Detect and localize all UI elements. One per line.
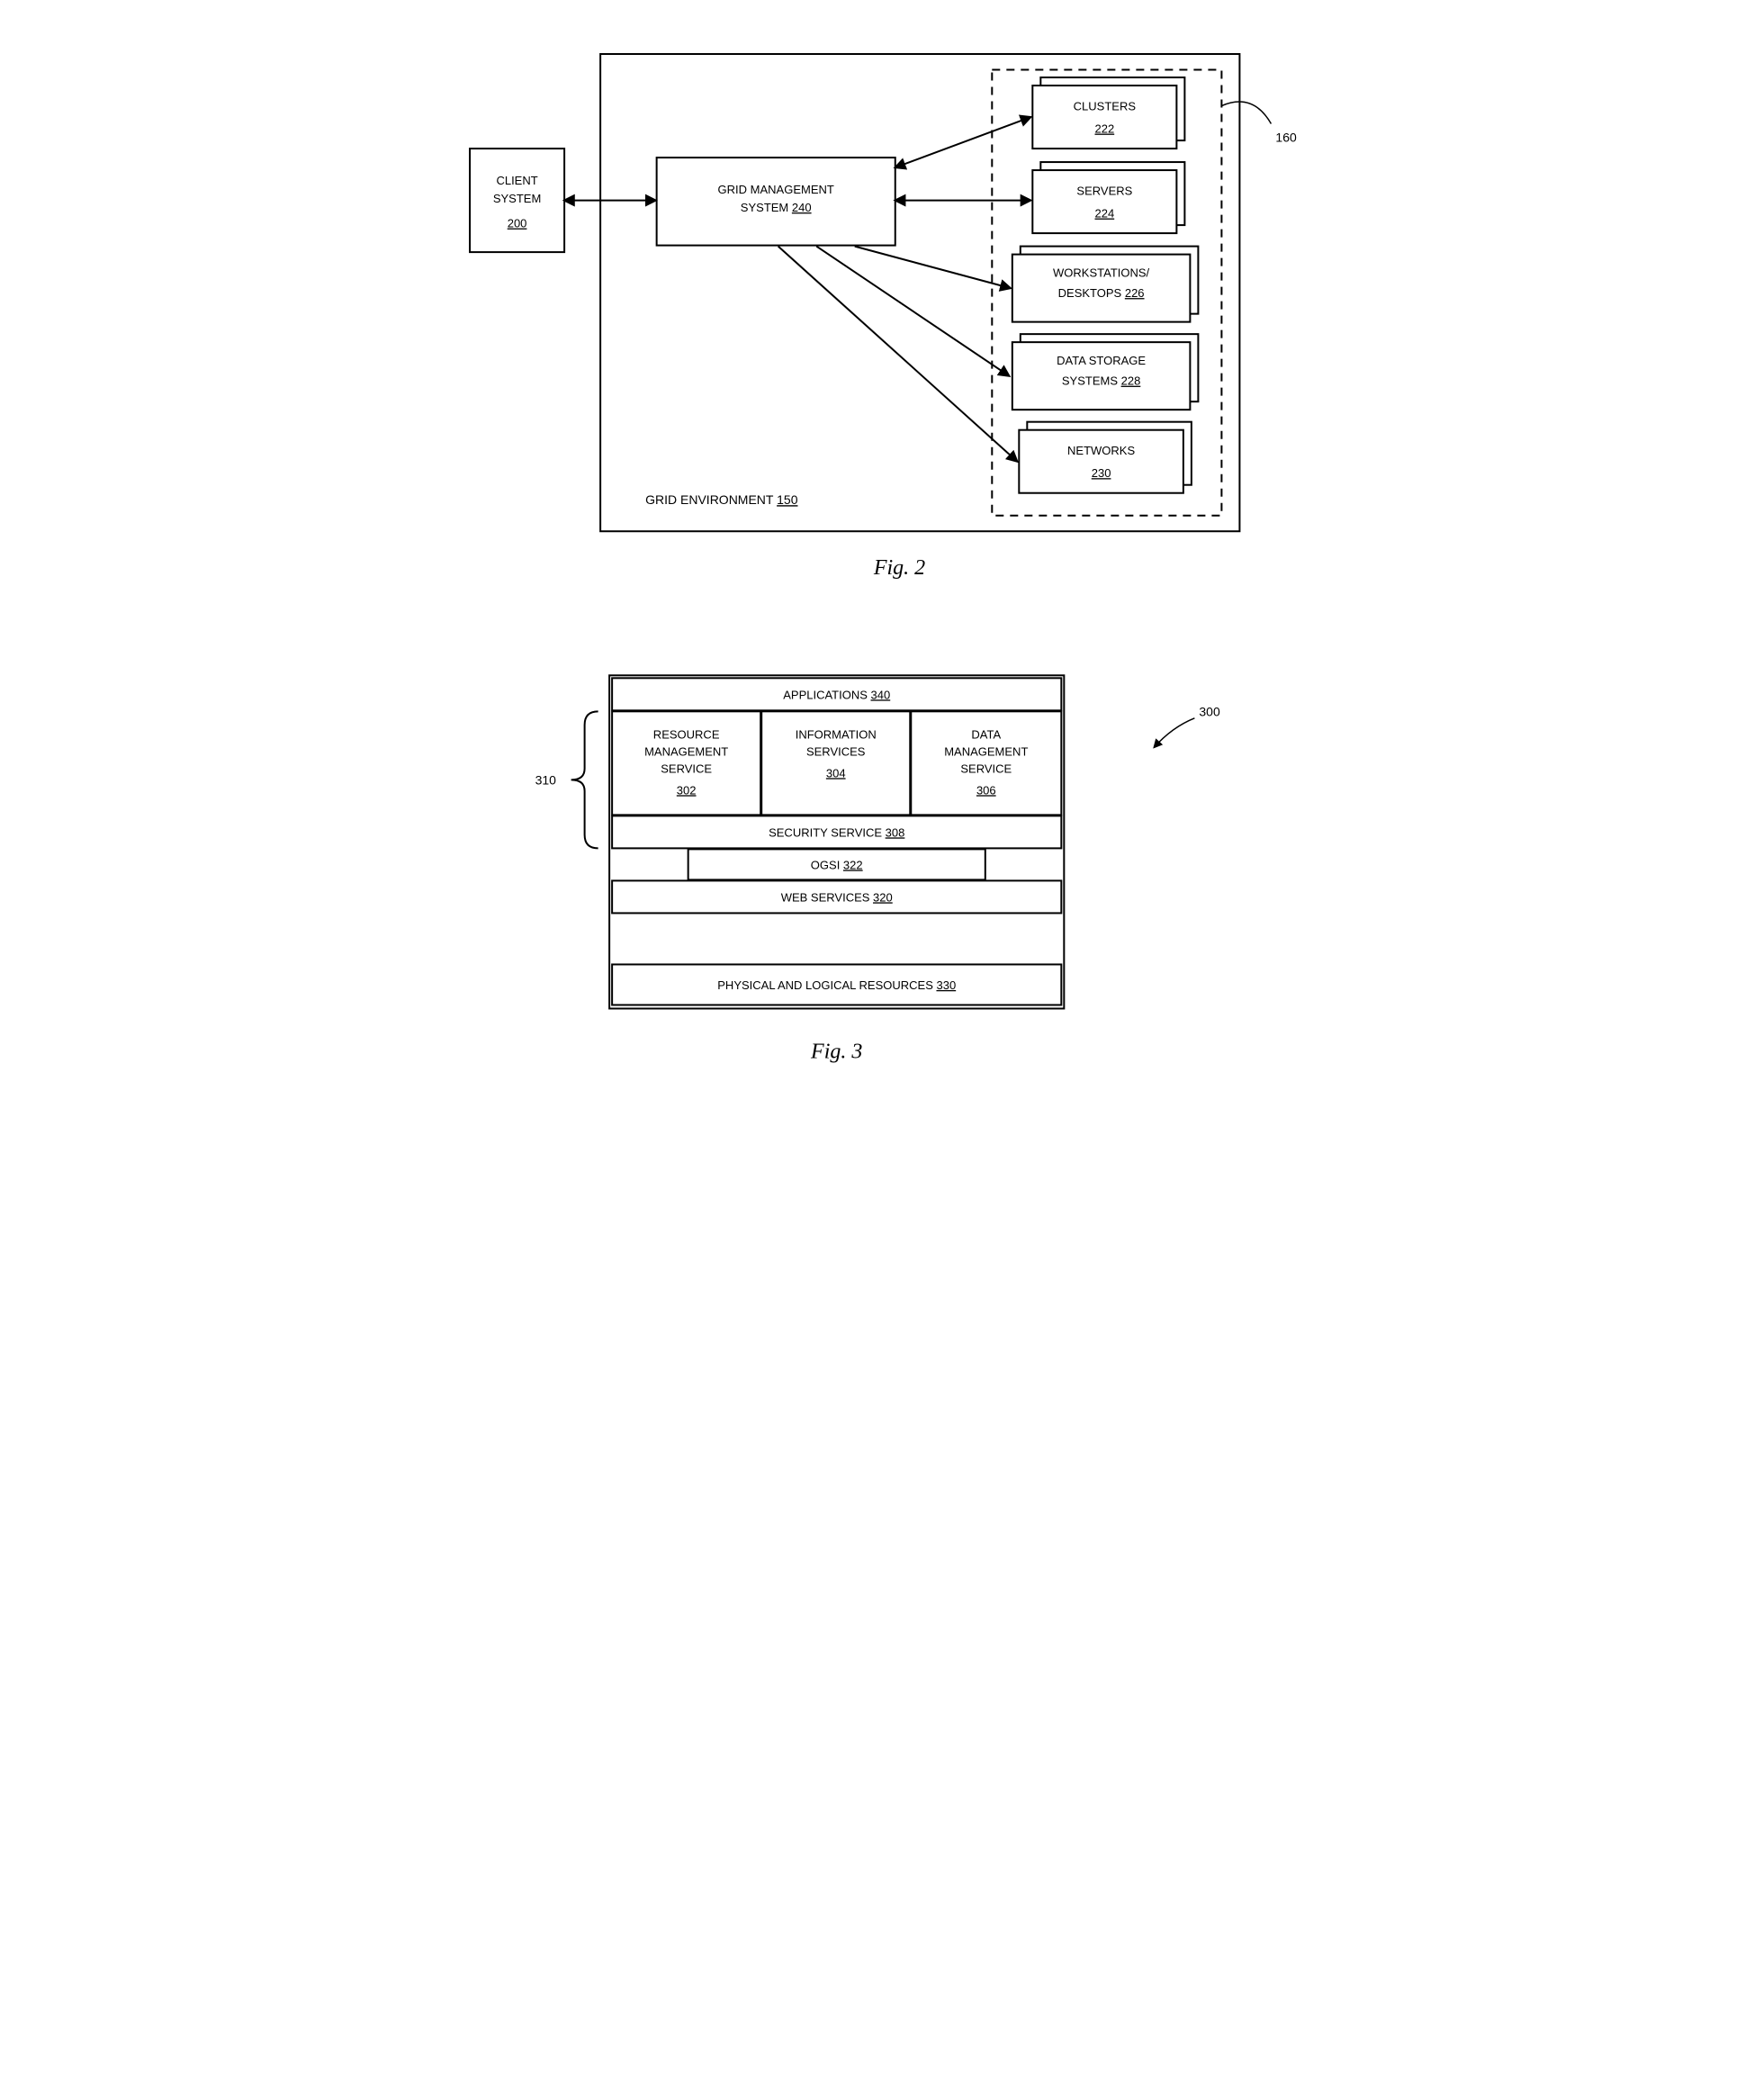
svg-text:DATA: DATA [971, 727, 1001, 741]
fig2-caption: Fig. 2 [873, 556, 925, 580]
svg-text:INFORMATION: INFORMATION [796, 727, 877, 741]
svg-text:DATA STORAGE: DATA STORAGE [1057, 354, 1146, 367]
svg-text:MANAGEMENT: MANAGEMENT [644, 744, 728, 758]
svg-text:SERVICE: SERVICE [661, 762, 712, 775]
svg-text:304: 304 [826, 766, 846, 780]
resource-box-230 [1019, 430, 1183, 493]
svg-text:SERVERS: SERVERS [1076, 185, 1132, 198]
svg-text:310: 310 [535, 772, 557, 787]
svg-text:306: 306 [976, 783, 996, 797]
svg-text:MANAGEMENT: MANAGEMENT [944, 744, 1028, 758]
service-cell-304 [761, 711, 910, 815]
svg-text:200: 200 [508, 217, 527, 230]
svg-text:SERVICE: SERVICE [960, 762, 1012, 775]
svg-text:CLUSTERS: CLUSTERS [1074, 100, 1137, 113]
brace-310 [571, 711, 598, 848]
svg-text:SYSTEM: SYSTEM [493, 192, 541, 205]
svg-text:CLIENT: CLIENT [496, 174, 537, 187]
svg-text:SYSTEMS 228: SYSTEMS 228 [1062, 374, 1140, 388]
grid-environment-label: GRID ENVIRONMENT 150 [645, 492, 798, 507]
svg-text:222: 222 [1095, 122, 1115, 136]
svg-text:RESOURCE: RESOURCE [653, 727, 720, 741]
resource-box-222 [1032, 86, 1176, 149]
svg-text:WEB SERVICES 320: WEB SERVICES 320 [781, 890, 893, 904]
svg-text:224: 224 [1095, 207, 1115, 221]
svg-text:GRID MANAGEMENT: GRID MANAGEMENT [718, 183, 834, 196]
svg-text:DESKTOPS 226: DESKTOPS 226 [1058, 286, 1145, 300]
svg-text:302: 302 [677, 783, 697, 797]
svg-text:OGSI 322: OGSI 322 [811, 858, 863, 871]
svg-text:SYSTEM 240: SYSTEM 240 [741, 201, 812, 214]
svg-text:160: 160 [1275, 131, 1297, 145]
svg-text:SERVICES: SERVICES [806, 744, 866, 758]
svg-text:NETWORKS: NETWORKS [1067, 444, 1135, 457]
svg-text:SECURITY SERVICE 308: SECURITY SERVICE 308 [769, 825, 904, 839]
svg-text:300: 300 [1199, 704, 1220, 718]
fig3-caption: Fig. 3 [810, 1040, 862, 1063]
svg-text:PHYSICAL AND LOGICAL RESOURCES: PHYSICAL AND LOGICAL RESOURCES 330 [717, 978, 956, 992]
svg-text:230: 230 [1092, 466, 1111, 480]
svg-text:APPLICATIONS 340: APPLICATIONS 340 [783, 688, 890, 701]
svg-text:WORKSTATIONS/: WORKSTATIONS/ [1053, 266, 1150, 280]
resource-box-224 [1032, 170, 1176, 233]
